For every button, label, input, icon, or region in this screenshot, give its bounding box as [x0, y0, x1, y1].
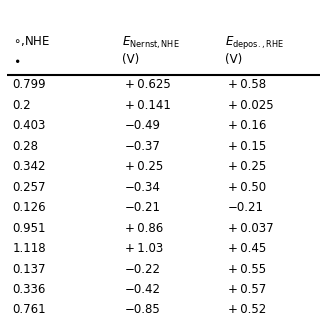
Text: (V): (V) — [225, 53, 242, 66]
Text: + 1.03: + 1.03 — [125, 242, 163, 255]
Text: $E_{\rm Nernst,NHE}$: $E_{\rm Nernst,NHE}$ — [122, 35, 180, 51]
Text: −0.21: −0.21 — [228, 201, 264, 214]
Text: 0.799: 0.799 — [12, 78, 46, 92]
Text: 0.28: 0.28 — [12, 140, 39, 153]
Text: + 0.86: + 0.86 — [125, 222, 163, 235]
Text: + 0.55: + 0.55 — [228, 263, 266, 276]
Text: 0.2: 0.2 — [12, 99, 31, 112]
Text: + 0.625: + 0.625 — [125, 78, 171, 92]
Text: + 0.25: + 0.25 — [228, 160, 266, 173]
Text: 0.336: 0.336 — [12, 283, 46, 296]
Text: −0.21: −0.21 — [125, 201, 161, 214]
Text: −0.42: −0.42 — [125, 283, 161, 296]
Text: + 0.15: + 0.15 — [228, 140, 266, 153]
Text: + 0.45: + 0.45 — [228, 242, 266, 255]
Text: + 0.25: + 0.25 — [125, 160, 163, 173]
Text: 0.257: 0.257 — [12, 181, 46, 194]
Text: $\circ$,NHE: $\circ$,NHE — [12, 35, 50, 48]
Bar — [0, 0, 7, 320]
Text: −0.34: −0.34 — [125, 181, 161, 194]
Text: −0.49: −0.49 — [125, 119, 161, 132]
Text: + 0.57: + 0.57 — [228, 283, 266, 296]
Text: 0.951: 0.951 — [12, 222, 46, 235]
Text: $E_{\rm depos.,RHE}$: $E_{\rm depos.,RHE}$ — [225, 35, 284, 52]
Text: −0.37: −0.37 — [125, 140, 161, 153]
Text: + 0.58: + 0.58 — [228, 78, 266, 92]
Text: + 0.141: + 0.141 — [125, 99, 171, 112]
Text: 0.403: 0.403 — [12, 119, 46, 132]
Text: + 0.52: + 0.52 — [228, 303, 266, 316]
Text: −0.85: −0.85 — [125, 303, 161, 316]
Text: 0.126: 0.126 — [12, 201, 46, 214]
Text: + 0.50: + 0.50 — [228, 181, 266, 194]
Text: (V): (V) — [122, 53, 139, 66]
Text: $\bullet$: $\bullet$ — [12, 53, 20, 66]
Text: + 0.16: + 0.16 — [228, 119, 267, 132]
Text: 1.118: 1.118 — [12, 242, 46, 255]
Text: + 0.037: + 0.037 — [228, 222, 274, 235]
Text: 0.137: 0.137 — [12, 263, 46, 276]
Text: 0.342: 0.342 — [12, 160, 46, 173]
Text: 0.761: 0.761 — [12, 303, 46, 316]
Text: + 0.025: + 0.025 — [228, 99, 274, 112]
Text: −0.22: −0.22 — [125, 263, 161, 276]
